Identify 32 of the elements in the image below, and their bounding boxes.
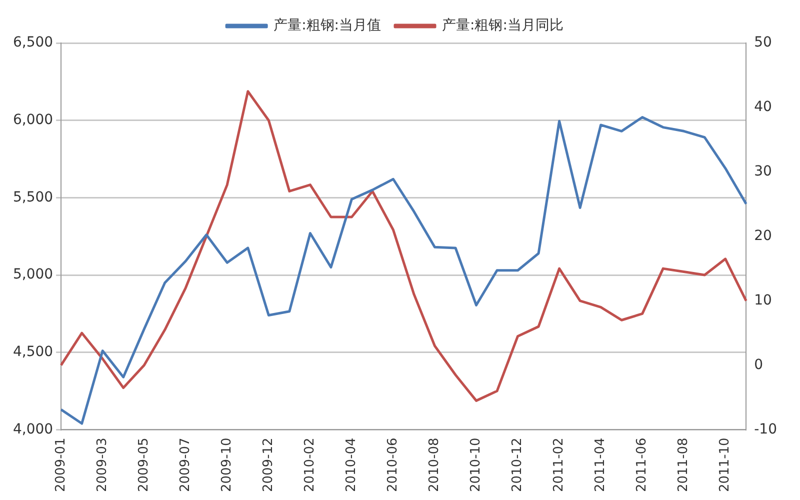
x-tick-label: 2011-02 (552, 438, 567, 492)
x-tick-label: 2009-05 (136, 438, 152, 492)
x-tick-label: 2011-06 (634, 438, 650, 492)
y2-tick-label: 10 (754, 292, 772, 308)
y-tick-label: 6,500 (12, 34, 54, 51)
x-tick-label: 2009-12 (261, 438, 276, 492)
x-tick-label: 2009-10 (220, 438, 235, 492)
y-tick-label: 4,000 (12, 421, 54, 438)
x-tick-label: 2010-02 (302, 438, 318, 492)
x-tick-label: 2010-04 (344, 438, 360, 492)
x-tick-label: 2009-01 (53, 438, 68, 492)
x-tick-label: 2010-06 (386, 438, 401, 492)
x-tick-label: 2009-03 (94, 438, 110, 492)
y-tick-label: 5,500 (12, 189, 54, 206)
y2-tick-label: 40 (754, 99, 772, 116)
y2-tick-label: -10 (754, 421, 778, 438)
x-tick-label: 2011-10 (718, 438, 733, 492)
y2-tick-label: 30 (754, 164, 772, 180)
legend-label: 产量:粗钢:当月值 (274, 18, 382, 34)
legend-label: 产量:粗钢:当月同比 (442, 18, 564, 34)
y2-tick-label: 20 (754, 228, 772, 244)
x-tick-label: 2009-07 (178, 438, 194, 492)
x-tick-label: 2011-04 (593, 438, 608, 492)
x-tick-label: 2010-12 (510, 438, 526, 492)
x-tick-label: 2011-08 (676, 438, 692, 492)
y2-tick-label: 50 (754, 34, 772, 51)
y2-tick-label: 0 (754, 356, 764, 373)
y-tick-label: 4,500 (12, 344, 54, 360)
x-tick-label: 2010-10 (468, 438, 484, 492)
y-tick-label: 5,000 (12, 266, 54, 283)
y-tick-label: 6,000 (12, 112, 54, 128)
x-tick-label: 2010-08 (427, 438, 442, 492)
